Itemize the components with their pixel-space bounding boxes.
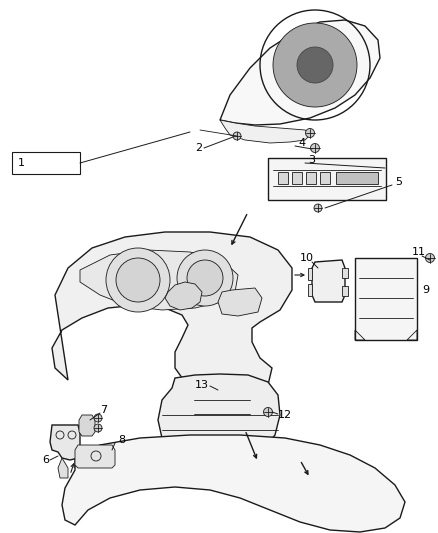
Circle shape bbox=[273, 23, 357, 107]
Text: 1: 1 bbox=[18, 158, 25, 168]
Bar bbox=[292, 172, 302, 184]
Text: 5: 5 bbox=[395, 177, 402, 187]
Polygon shape bbox=[79, 415, 95, 436]
Circle shape bbox=[116, 258, 160, 302]
Bar bbox=[336, 172, 378, 184]
Text: 13: 13 bbox=[195, 380, 209, 390]
Polygon shape bbox=[58, 458, 68, 478]
Circle shape bbox=[187, 260, 223, 296]
Bar bbox=[306, 172, 316, 184]
Bar bbox=[12, 152, 80, 174]
Polygon shape bbox=[165, 282, 202, 310]
Circle shape bbox=[297, 47, 333, 83]
Circle shape bbox=[264, 408, 272, 416]
Polygon shape bbox=[80, 250, 238, 310]
Polygon shape bbox=[220, 20, 380, 125]
Polygon shape bbox=[308, 284, 312, 296]
Text: 2: 2 bbox=[195, 143, 202, 153]
Polygon shape bbox=[158, 374, 280, 465]
Circle shape bbox=[314, 204, 322, 212]
Polygon shape bbox=[75, 445, 115, 468]
Text: 9: 9 bbox=[422, 285, 429, 295]
Text: 11: 11 bbox=[412, 247, 426, 257]
Text: 7: 7 bbox=[100, 405, 107, 415]
Polygon shape bbox=[218, 288, 262, 316]
Text: 10: 10 bbox=[300, 253, 314, 263]
Polygon shape bbox=[220, 120, 310, 143]
Text: 8: 8 bbox=[118, 435, 125, 445]
Polygon shape bbox=[342, 268, 348, 278]
Circle shape bbox=[94, 424, 102, 432]
Bar bbox=[268, 158, 386, 200]
Text: 3: 3 bbox=[308, 155, 315, 165]
Bar bbox=[278, 172, 288, 184]
Ellipse shape bbox=[171, 253, 193, 268]
Polygon shape bbox=[52, 232, 292, 396]
Circle shape bbox=[94, 414, 102, 422]
Circle shape bbox=[177, 250, 233, 306]
Text: 12: 12 bbox=[278, 410, 292, 420]
Polygon shape bbox=[50, 425, 80, 460]
Polygon shape bbox=[308, 268, 312, 280]
Bar bbox=[320, 172, 330, 184]
Circle shape bbox=[106, 248, 170, 312]
Bar bbox=[188, 388, 256, 430]
Bar bbox=[355, 258, 417, 340]
Text: 6: 6 bbox=[42, 455, 49, 465]
Circle shape bbox=[305, 128, 314, 138]
Circle shape bbox=[233, 132, 241, 140]
Bar bbox=[198, 396, 213, 406]
Circle shape bbox=[425, 254, 434, 262]
Polygon shape bbox=[312, 260, 345, 302]
Polygon shape bbox=[342, 286, 348, 296]
Circle shape bbox=[311, 143, 319, 152]
Polygon shape bbox=[62, 435, 405, 532]
Text: 4: 4 bbox=[298, 138, 305, 148]
